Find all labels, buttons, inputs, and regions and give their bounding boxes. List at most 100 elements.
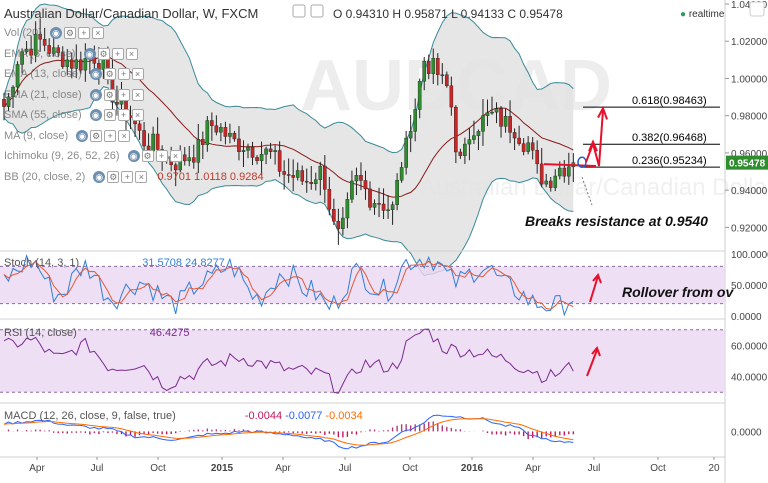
more-icon[interactable] bbox=[310, 4, 324, 18]
visibility-icon[interactable]: ◉ bbox=[93, 170, 106, 183]
add-icon[interactable]: + bbox=[104, 129, 117, 142]
time-tick-label: Jul bbox=[339, 463, 352, 474]
visibility-icon[interactable]: ◉ bbox=[127, 150, 140, 162]
indicator-value: 0.9701 1.0118 0.9284 bbox=[157, 170, 264, 183]
candle-body bbox=[521, 143, 526, 152]
candle-body bbox=[377, 203, 381, 205]
candle-body bbox=[29, 48, 33, 56]
add-icon[interactable]: + bbox=[117, 109, 130, 121]
settings-icon[interactable]: ⚙ bbox=[63, 27, 76, 39]
indicator-label: EMA (21, close) bbox=[4, 88, 82, 101]
close-icon[interactable]: × bbox=[91, 27, 104, 39]
visibility-icon[interactable]: ◉ bbox=[89, 68, 102, 80]
price-tick-label: 0.94000 bbox=[731, 186, 768, 197]
indicator-controls: ◉ ⚙ + × bbox=[127, 150, 184, 162]
indicator-label: EMA (8, close) bbox=[4, 47, 76, 60]
indicator-row[interactable]: BB (20, close, 2) ◉ ⚙ + × 0.9701 1.0118 0.928… bbox=[4, 170, 264, 183]
time-tick-label: Apr bbox=[525, 463, 541, 474]
add-icon[interactable]: + bbox=[155, 150, 168, 162]
fib-level-label: 0.236(0.95234) bbox=[632, 155, 707, 167]
candle-body bbox=[173, 164, 178, 171]
collapse-icon[interactable] bbox=[749, 1, 765, 17]
candle-body bbox=[47, 45, 51, 54]
indicator-label: Ichimoku (9, 26, 52, 26) bbox=[4, 150, 120, 162]
settings-icon[interactable] bbox=[292, 4, 306, 18]
candle-body bbox=[472, 135, 476, 140]
candle-body bbox=[499, 108, 503, 127]
candle-body bbox=[155, 133, 160, 150]
candle-body bbox=[219, 127, 223, 133]
close-icon[interactable]: × bbox=[118, 129, 131, 142]
breaks-resistance-text: Breaks resistance at 0.9540 bbox=[525, 213, 708, 229]
candle-body bbox=[38, 33, 42, 40]
macd-value-3: -0.0034 bbox=[325, 410, 363, 422]
settings-icon[interactable]: ⚙ bbox=[103, 68, 116, 80]
rsi-arrow-line bbox=[586, 349, 598, 377]
visibility-icon[interactable]: ◉ bbox=[89, 88, 102, 101]
candle-body bbox=[548, 180, 553, 188]
settings-icon[interactable]: ⚙ bbox=[103, 109, 116, 121]
settings-icon[interactable]: ⚙ bbox=[90, 129, 103, 142]
macd-value-1: -0.0044 bbox=[244, 410, 283, 422]
stoch-d-line bbox=[3, 260, 574, 310]
candle-body bbox=[318, 165, 323, 180]
candle-body bbox=[526, 142, 530, 152]
candle-body bbox=[494, 108, 499, 113]
candle-body bbox=[51, 47, 56, 54]
indicator-label: SMA (55, close) bbox=[4, 109, 82, 121]
candle-body bbox=[517, 137, 521, 144]
candle-body bbox=[56, 47, 61, 53]
candle-body bbox=[404, 137, 408, 168]
highlight-circle bbox=[577, 156, 587, 168]
add-icon[interactable]: + bbox=[77, 27, 90, 39]
indicator-row[interactable]: SMA (55, close) ◉ ⚙ + × bbox=[4, 109, 146, 121]
settings-icon[interactable]: ⚙ bbox=[97, 47, 110, 60]
indicator-controls: ◉ ⚙ + × bbox=[93, 170, 149, 183]
indicator-row[interactable]: EMA (13, close) ◉ ⚙ + × bbox=[4, 68, 146, 80]
visibility-icon[interactable]: ◉ bbox=[49, 27, 62, 39]
indicator-row[interactable]: MA (9, close) ◉ ⚙ + × bbox=[4, 129, 132, 142]
candle-body bbox=[557, 167, 562, 177]
add-icon[interactable]: + bbox=[111, 47, 124, 60]
candle-body bbox=[422, 60, 427, 82]
close-icon[interactable]: × bbox=[131, 68, 144, 80]
candle-body bbox=[228, 132, 232, 137]
close-icon[interactable]: × bbox=[131, 109, 144, 121]
candle-body bbox=[454, 106, 458, 153]
add-icon[interactable]: + bbox=[117, 68, 130, 80]
close-icon[interactable]: × bbox=[125, 47, 138, 60]
indicator-row[interactable]: Ichimoku (9, 26, 52, 26) ◉ ⚙ + × bbox=[4, 150, 184, 162]
macd-legend: MACD (12, 26, close, 9, false, true) -0.… bbox=[4, 410, 363, 422]
indicator-row[interactable]: EMA (8, close) ◉ ⚙ + × bbox=[4, 47, 140, 60]
indicator-controls: ◉ ⚙ + × bbox=[76, 129, 132, 142]
add-icon[interactable]: + bbox=[121, 170, 134, 183]
stoch-legend: Stoch (14, 3, 1) 31.5708 24.8277 bbox=[4, 257, 225, 269]
settings-icon[interactable]: ⚙ bbox=[103, 88, 116, 101]
visibility-icon[interactable]: ◉ bbox=[89, 109, 102, 121]
stoch-k-line bbox=[3, 253, 574, 317]
close-icon[interactable]: × bbox=[169, 150, 182, 162]
close-icon[interactable]: × bbox=[131, 88, 144, 101]
rsi-arrow-head bbox=[591, 346, 601, 357]
close-icon[interactable]: × bbox=[135, 170, 148, 183]
rollover-text: Rollover from ov bbox=[622, 284, 734, 300]
price-tick-label: 1.02000 bbox=[731, 37, 768, 48]
candle-body bbox=[395, 180, 399, 205]
candle-body bbox=[413, 109, 417, 132]
candle-body bbox=[33, 33, 38, 56]
indicator-row[interactable]: EMA (21, close) ◉ ⚙ + × bbox=[4, 88, 146, 101]
realtime-label: realtime bbox=[688, 9, 725, 20]
candle-body bbox=[350, 180, 354, 200]
visibility-icon[interactable]: ◉ bbox=[83, 47, 96, 60]
indicator-row[interactable]: Vol (20) ◉ ⚙ + × bbox=[4, 27, 106, 39]
realtime-badge[interactable]: ● realtime bbox=[680, 9, 724, 20]
price-tick-label: 0.98000 bbox=[731, 112, 768, 123]
candle-body bbox=[115, 102, 119, 105]
settings-icon[interactable]: ⚙ bbox=[141, 150, 154, 162]
visibility-icon[interactable]: ◉ bbox=[76, 129, 89, 142]
add-icon[interactable]: + bbox=[117, 88, 130, 101]
candle-body bbox=[562, 167, 567, 177]
settings-icon[interactable]: ⚙ bbox=[107, 170, 120, 183]
candle-body bbox=[372, 203, 377, 208]
